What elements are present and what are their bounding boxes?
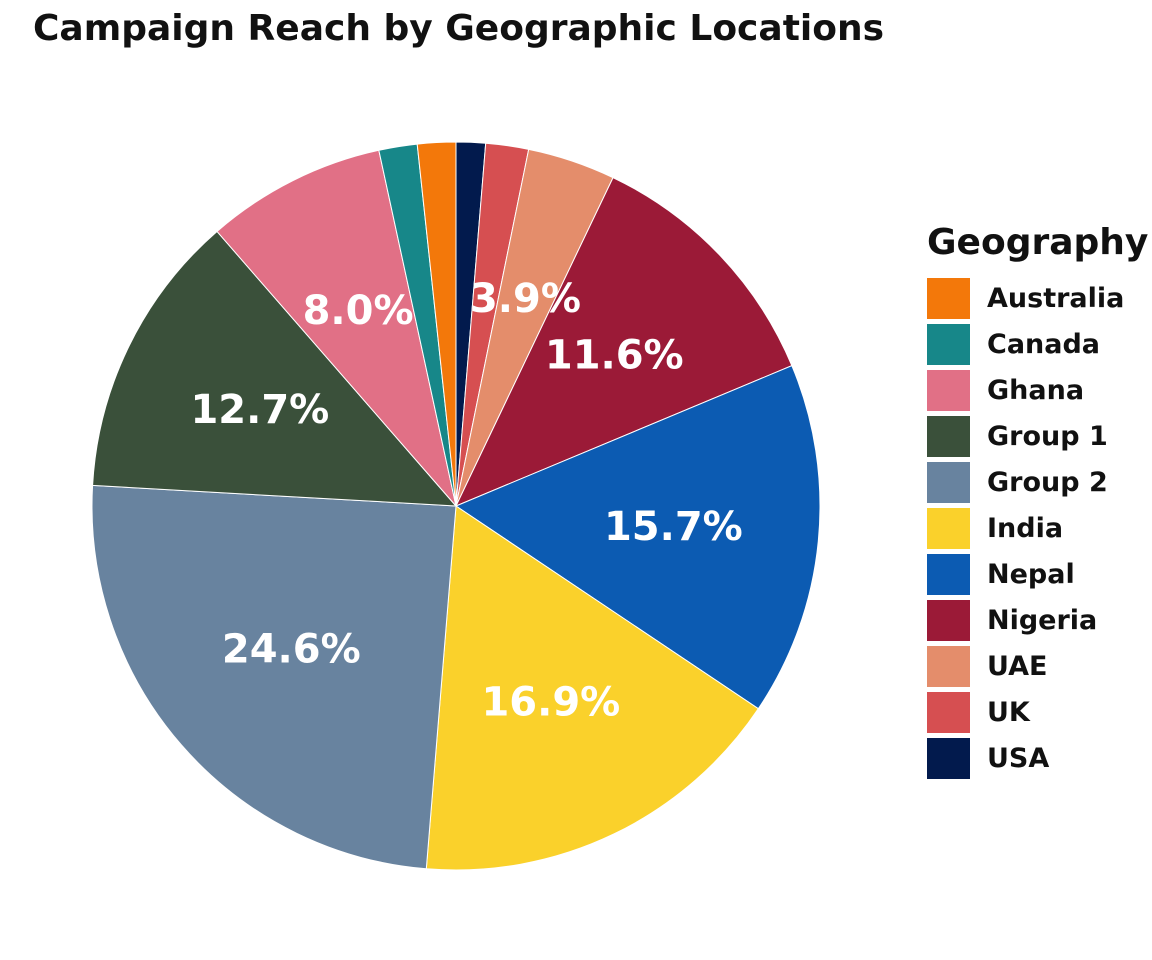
pie-slice-group-1 xyxy=(92,230,458,507)
legend-label-group-1: Group 1 xyxy=(987,420,1108,452)
legend-swatch-group-1 xyxy=(927,415,970,457)
legend-swatch-australia xyxy=(927,277,970,319)
legend-item-australia: Australia xyxy=(927,275,1148,321)
legend-label-uae: UAE xyxy=(987,651,1048,683)
legend-item-nepal: Nepal xyxy=(927,552,1148,598)
slice-label-group-1: 12.7% xyxy=(190,387,329,433)
legend-item-uk: UK xyxy=(927,690,1148,736)
legend-label-usa: USA xyxy=(987,743,1050,775)
slice-label-uae: 3.9% xyxy=(470,276,581,322)
pie-slice-group-2 xyxy=(91,484,457,870)
legend-item-nigeria: Nigeria xyxy=(927,598,1148,644)
legend-swatch-nepal xyxy=(927,554,970,596)
slice-label-india: 16.9% xyxy=(481,680,620,726)
slice-label-group-2: 24.6% xyxy=(222,626,361,672)
slice-label-ghana: 8.0% xyxy=(303,288,414,334)
pie-slice-nepal xyxy=(454,364,821,710)
legend-label-ghana: Ghana xyxy=(987,374,1085,406)
pie-slice-nigeria xyxy=(454,176,793,507)
pie-slice-ghana xyxy=(216,149,457,507)
legend-swatch-usa xyxy=(927,738,970,780)
legend-swatch-nigeria xyxy=(927,600,970,642)
legend-label-nigeria: Nigeria xyxy=(987,605,1098,637)
legend-label-canada: Canada xyxy=(987,328,1101,360)
legend-item-group-2: Group 2 xyxy=(927,459,1148,505)
pie-slice-australia xyxy=(416,141,457,507)
legend-swatch-india xyxy=(927,508,970,550)
slice-label-nigeria: 11.6% xyxy=(545,332,684,378)
legend-swatch-uae xyxy=(927,646,970,688)
legend-item-india: India xyxy=(927,505,1148,551)
legend-label-uk: UK xyxy=(987,697,1030,729)
legend-item-uae: UAE xyxy=(927,644,1148,690)
legend-label-australia: Australia xyxy=(987,282,1125,314)
pie-slice-india xyxy=(425,505,760,871)
legend-swatch-uk xyxy=(927,692,970,734)
legend-swatch-canada xyxy=(927,323,970,365)
legend-item-canada: Canada xyxy=(927,321,1148,367)
legend-item-ghana: Ghana xyxy=(927,367,1148,413)
legend-item-group-1: Group 1 xyxy=(927,413,1148,459)
legend-label-group-2: Group 2 xyxy=(987,466,1108,498)
legend-label-india: India xyxy=(987,513,1064,545)
legend-swatch-ghana xyxy=(927,369,970,411)
legend-label-nepal: Nepal xyxy=(987,559,1075,591)
legend-title: Geography xyxy=(927,222,1149,263)
legend-items: Australia Canada Ghana Group 1 Group 2 India N… xyxy=(927,275,1148,782)
chart-title: Campaign Reach by Geographic Locations xyxy=(33,8,885,49)
legend-swatch-group-2 xyxy=(927,461,970,503)
legend-item-usa: USA xyxy=(927,736,1148,782)
slice-label-nepal: 15.7% xyxy=(604,504,743,550)
legend: Geography Australia Canada Ghana Group 1 Gro… xyxy=(927,222,1148,782)
